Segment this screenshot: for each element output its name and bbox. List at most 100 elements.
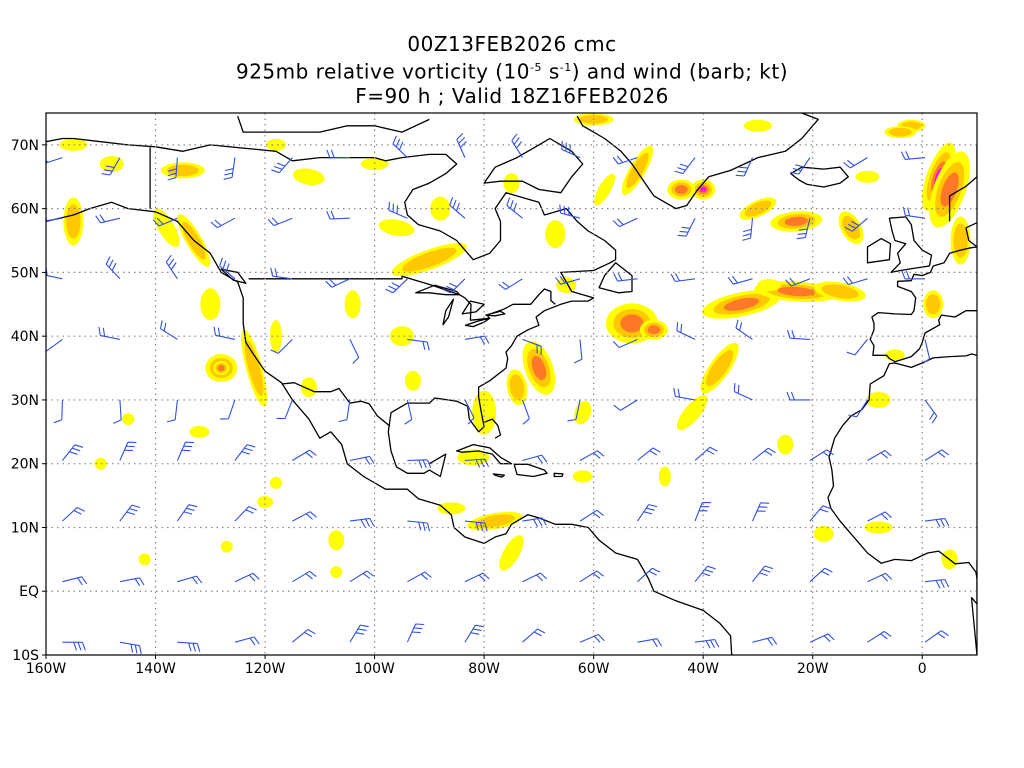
baffin-island-coast xyxy=(483,137,584,194)
graticule xyxy=(46,113,977,655)
wind-barb xyxy=(326,210,350,220)
wind-barb xyxy=(165,254,178,280)
lon-tick-label: 100W xyxy=(354,661,395,677)
wind-barb xyxy=(338,399,351,423)
wind-barb xyxy=(506,197,523,219)
vorticity-cell xyxy=(777,434,794,455)
wind-barb xyxy=(613,399,638,411)
wind-barb xyxy=(522,572,547,583)
wind-barb xyxy=(902,206,926,219)
vorticity-cell xyxy=(189,425,210,438)
wind-barb xyxy=(809,505,832,522)
wind-barb xyxy=(464,624,484,643)
wind-barb xyxy=(846,339,868,356)
vorticity-cell xyxy=(404,370,421,391)
vorticity-cell xyxy=(842,215,861,240)
wind-barb xyxy=(219,257,236,280)
wind-barb xyxy=(213,326,236,340)
wind-barb xyxy=(406,623,425,643)
wind-barb xyxy=(843,157,868,169)
wind-barb xyxy=(924,449,950,461)
vorticity-cell xyxy=(821,284,859,299)
vorticity-cell xyxy=(328,530,345,551)
africa-west-coast xyxy=(827,353,977,579)
wind-barb xyxy=(867,450,892,461)
wind-barb xyxy=(796,218,811,240)
wind-barb xyxy=(924,630,949,643)
vorticity-cell xyxy=(270,476,283,489)
wind-barb xyxy=(270,267,293,280)
wind-barb xyxy=(407,338,430,351)
wind-barb xyxy=(867,511,892,522)
greenland-coast xyxy=(576,113,819,210)
lat-tick-label: EQ xyxy=(19,584,39,600)
wind-barb xyxy=(407,520,431,532)
wind-barb xyxy=(522,338,542,355)
wind-barb xyxy=(521,399,530,425)
lat-tick-label: 20N xyxy=(11,457,39,473)
wind-barb xyxy=(579,633,605,643)
arctic-islands-coast xyxy=(237,115,430,133)
wind-barb xyxy=(809,567,833,583)
title-exponent-2: -1 xyxy=(559,61,572,74)
vorticity-cell xyxy=(244,340,264,396)
puerto-rico-coast xyxy=(553,472,564,478)
vorticity-cell xyxy=(437,502,466,515)
vorticity-cell xyxy=(138,553,151,566)
wind-barb xyxy=(670,273,696,283)
vorticity-cell xyxy=(888,127,912,137)
us-canada-border xyxy=(248,275,556,321)
wind-barb xyxy=(62,507,85,522)
lat-tick-label: 10N xyxy=(11,520,39,536)
wind-barb xyxy=(901,270,926,280)
wind-barb xyxy=(694,501,711,522)
wind-barb xyxy=(234,506,257,522)
wind-barb xyxy=(579,509,604,522)
lat-tick-label: 60N xyxy=(11,202,39,218)
vorticity-cell xyxy=(674,185,688,195)
vorticity-cell xyxy=(220,540,233,553)
vorticity-cell xyxy=(266,138,287,151)
vorticity-cell xyxy=(66,204,81,239)
wind-barb xyxy=(46,338,63,352)
wind-barb xyxy=(637,447,661,461)
wind-barb xyxy=(62,641,86,651)
vorticity-cell xyxy=(743,119,772,132)
vorticity-cell xyxy=(59,138,88,151)
wind-barb xyxy=(785,277,811,287)
wind-barb xyxy=(844,217,868,232)
vorticity-cell xyxy=(300,377,317,398)
vancouver-island xyxy=(220,268,247,284)
wind-barb xyxy=(809,633,835,643)
lon-tick-label: 60W xyxy=(578,661,610,677)
wind-barb xyxy=(561,140,581,159)
americas-west-south-coast xyxy=(46,201,733,655)
wind-barb xyxy=(735,319,753,340)
wind-barb xyxy=(219,399,236,420)
vorticity-cell xyxy=(744,200,772,217)
vorticity-cell xyxy=(676,395,708,431)
lon-tick-label: 0 xyxy=(918,661,927,677)
wind-barb xyxy=(573,339,583,364)
wind-barb xyxy=(742,218,754,241)
wind-barb xyxy=(464,399,475,425)
title-line-2: 925mb relative vorticity (10-5 s-1) and … xyxy=(0,56,1024,84)
vorticity-cell xyxy=(925,294,941,315)
wind-barb xyxy=(46,217,63,222)
wind-barb xyxy=(637,504,658,522)
vorticity-cell xyxy=(658,466,671,487)
wind-barb xyxy=(612,155,638,165)
lon-tick-label: 40W xyxy=(687,661,719,677)
vorticity-cell xyxy=(626,152,649,189)
wind-barb xyxy=(62,576,88,586)
wind-barb xyxy=(105,256,121,280)
wind-barb xyxy=(177,641,201,652)
wind-barb xyxy=(223,157,236,180)
wind-barb xyxy=(292,570,317,583)
vorticity-cell xyxy=(572,470,593,483)
africa-gulf-guinea-coast xyxy=(970,559,977,655)
wind-barb xyxy=(95,214,121,224)
wind-barb xyxy=(676,322,696,340)
wind-barb xyxy=(456,133,467,158)
vorticity-cell xyxy=(866,391,891,408)
